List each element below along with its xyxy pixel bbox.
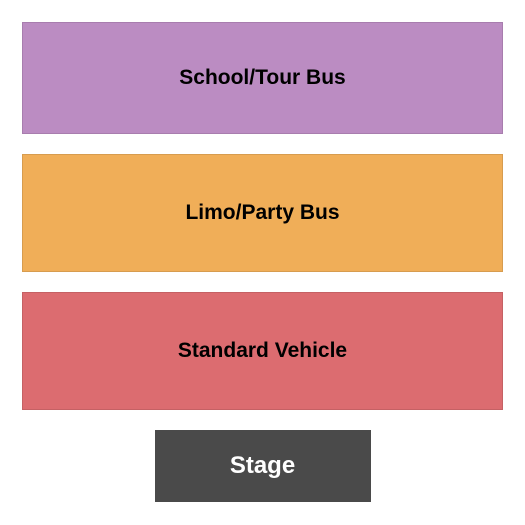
stage-label: Stage bbox=[230, 452, 295, 480]
parking-section: Standard Vehicle bbox=[22, 292, 503, 410]
section-label: Limo/Party Bus bbox=[185, 201, 339, 225]
stage-container: Stage bbox=[22, 430, 503, 502]
stage-section: Stage bbox=[155, 430, 371, 502]
parking-sections-container: School/Tour Bus Limo/Party Bus Standard Ve… bbox=[22, 22, 503, 410]
parking-section: School/Tour Bus bbox=[22, 22, 503, 134]
section-label: School/Tour Bus bbox=[179, 66, 345, 90]
section-label: Standard Vehicle bbox=[178, 339, 347, 363]
parking-section: Limo/Party Bus bbox=[22, 154, 503, 272]
